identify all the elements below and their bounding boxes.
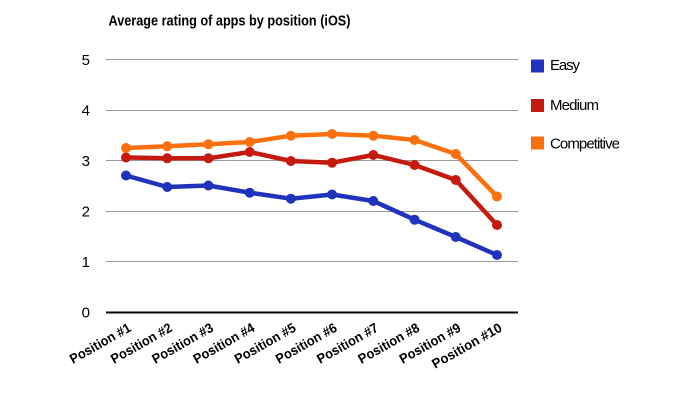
svg-text:3: 3 <box>82 153 90 170</box>
svg-text:Average rating of apps by posi: Average rating of apps by position (iOS) <box>109 14 351 30</box>
svg-text:Easy: Easy <box>550 57 581 74</box>
svg-text:4: 4 <box>82 103 90 120</box>
svg-text:5: 5 <box>82 52 90 69</box>
svg-text:Medium: Medium <box>550 97 599 114</box>
svg-text:2: 2 <box>82 204 90 221</box>
svg-text:Competitive: Competitive <box>550 136 620 153</box>
svg-text:1: 1 <box>82 254 90 271</box>
svg-text:0: 0 <box>82 305 90 322</box>
